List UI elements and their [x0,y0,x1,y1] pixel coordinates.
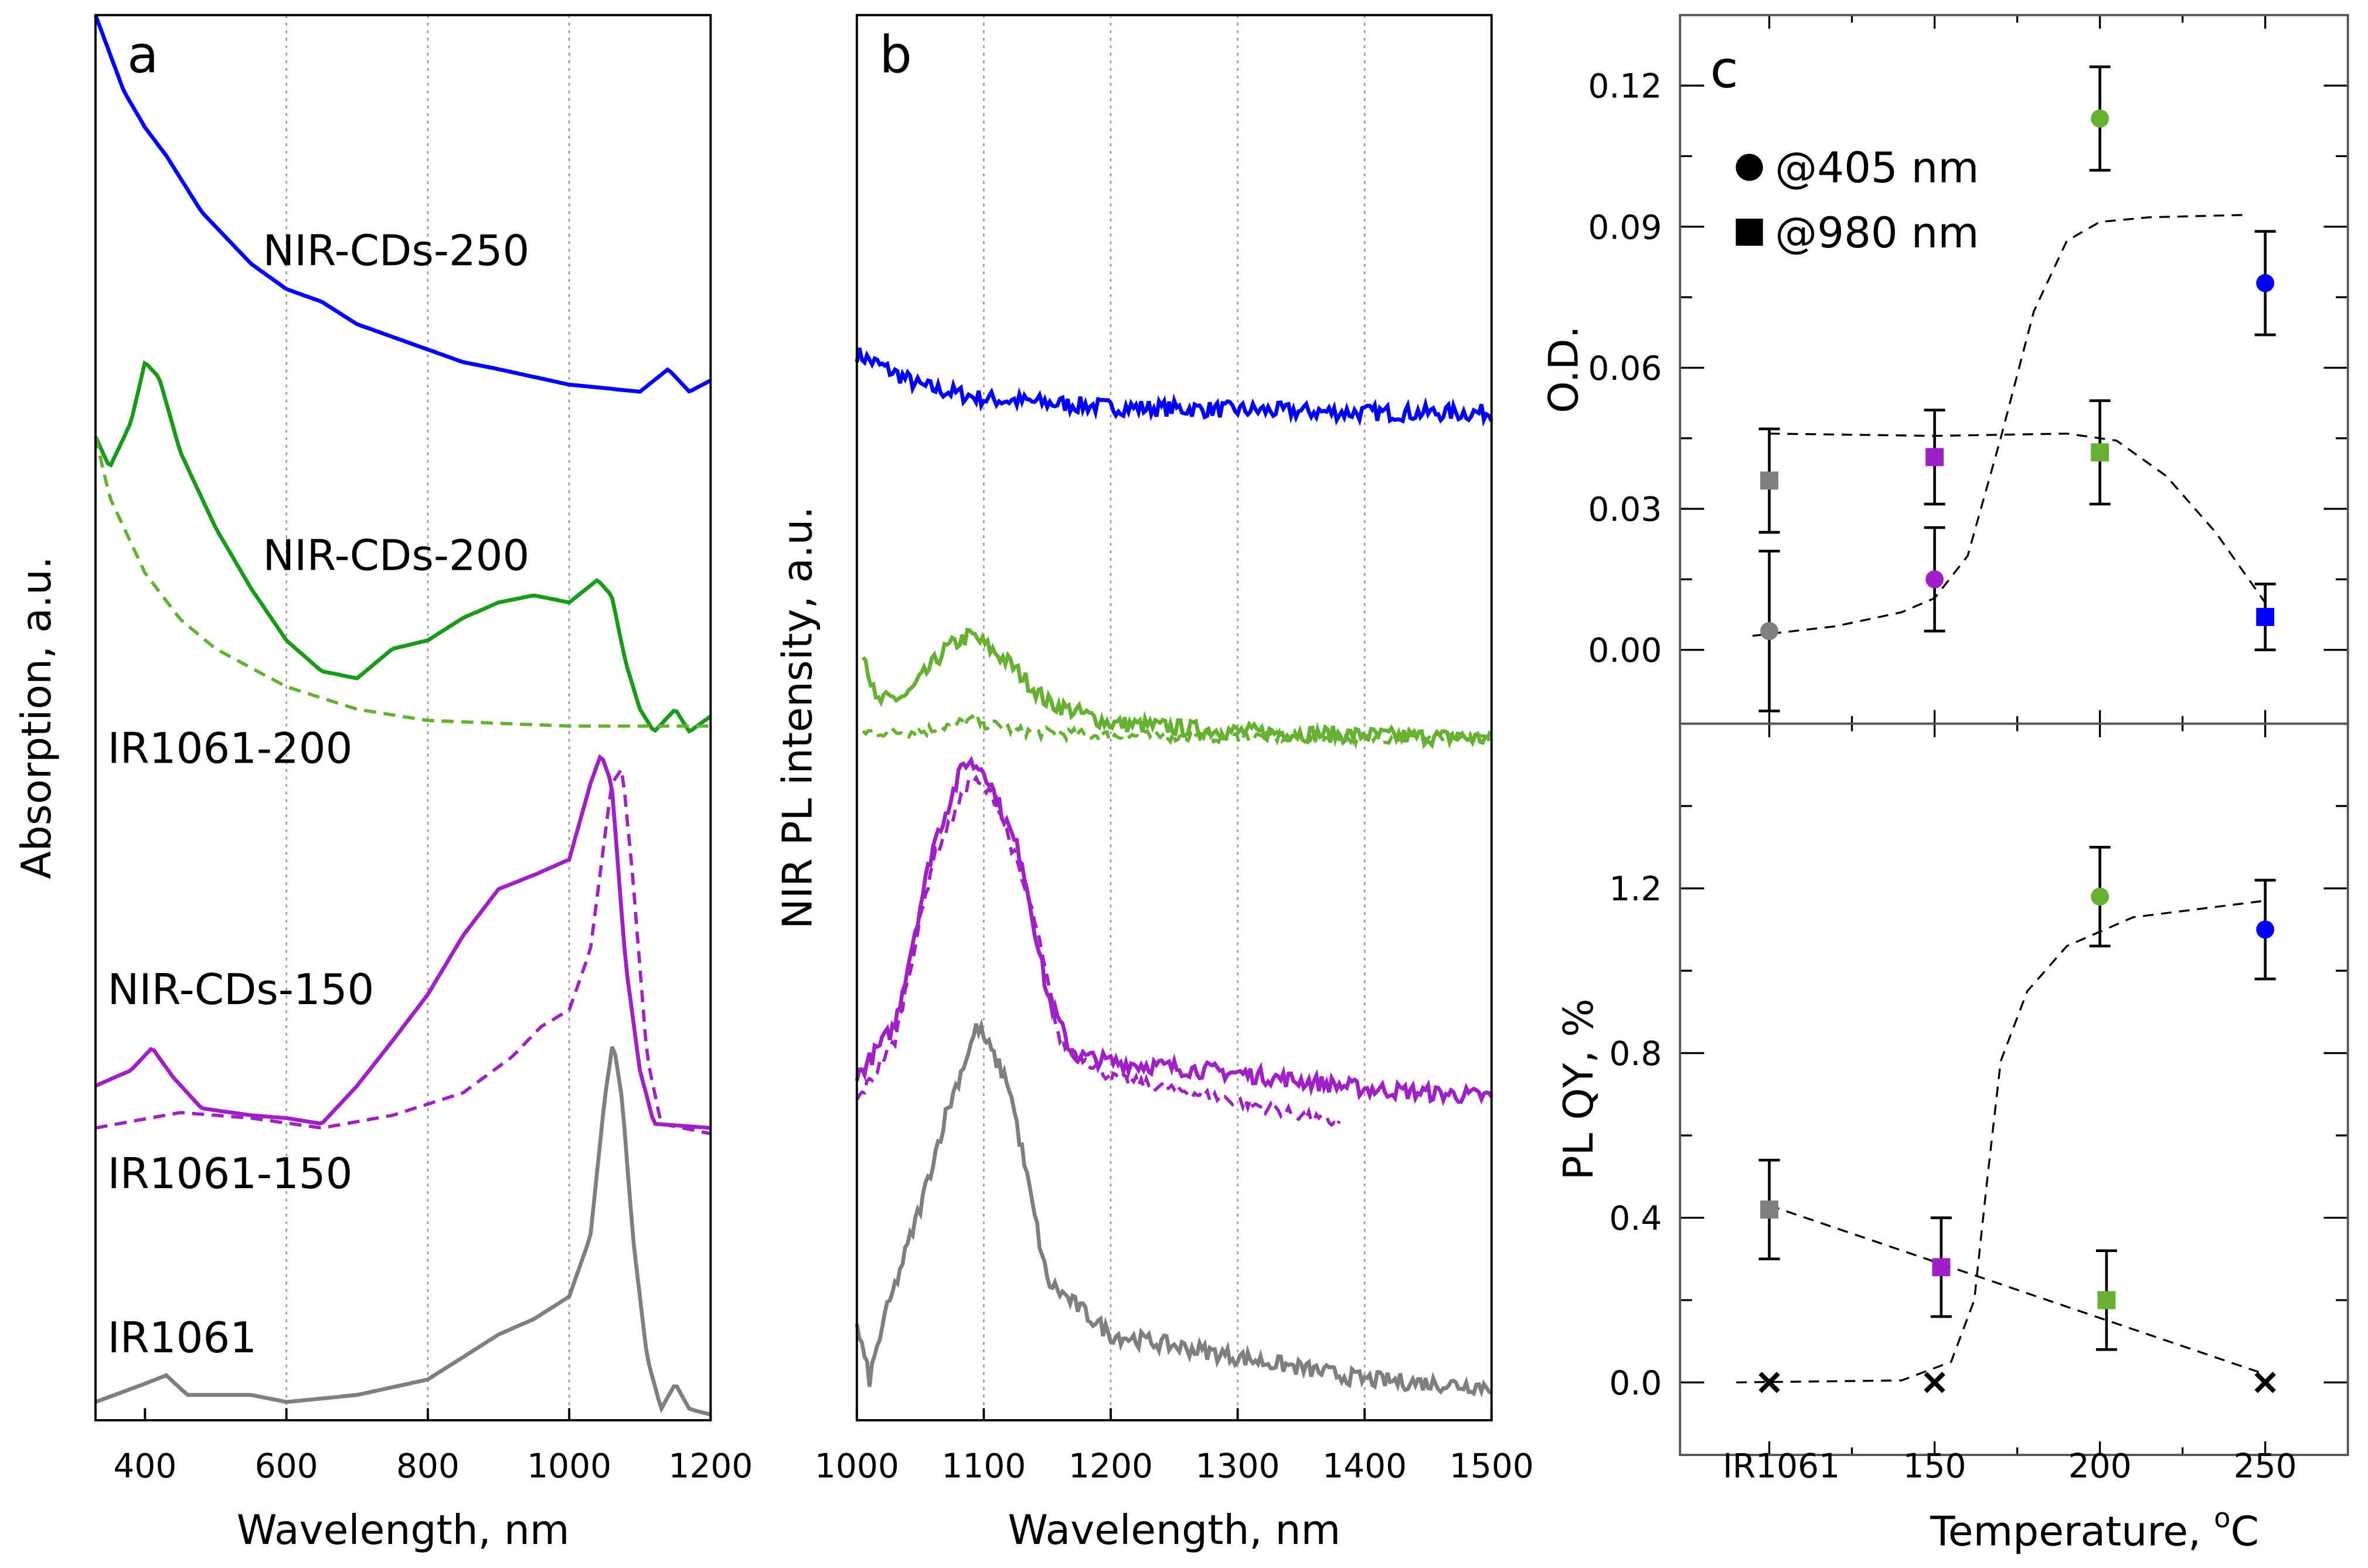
x-tick-label: 200 [2068,1447,2132,1486]
legend: @405 nm @980 nm [1736,143,1979,257]
circle-marker [1760,622,1778,641]
panel-label-c: c [1710,40,1738,100]
y-tick-label: 0.03 [1588,491,1662,529]
square-marker [1925,448,1944,467]
y-axis-label: Absorption, a.u. [13,556,60,879]
x-tick-label: 1200 [1069,1447,1153,1486]
circle-marker [2256,274,2275,292]
panel-b: 1000 1100 1200 1300 1400 1500 Wavelength, nm NI… [775,13,1534,1554]
fit-curve [1768,1204,2266,1376]
y-axis-label: PL QY, % [1556,998,1603,1180]
square-marker [2097,1291,2116,1309]
square-marker [2091,443,2110,462]
y-tick-label: 0.06 [1588,349,1662,388]
fit-curve [1753,213,2249,637]
panel-label-a: a [127,25,159,84]
legend-square-icon [1736,218,1763,246]
x-tick-label: 1500 [1450,1447,1534,1486]
y-tick-label: 0.8 [1609,1035,1662,1073]
legend-circle-icon [1736,154,1763,181]
series-line-nir-cds-250 [93,14,712,394]
panel-a: 400 600 800 1000 1200 Wavelength, nm Absorptio… [13,13,753,1554]
fit-curve [1736,899,2265,1384]
y-tick-label: 0.09 [1588,208,1662,247]
x-tick-label: 400 [113,1447,176,1486]
x-tick-label: 1000 [815,1447,899,1486]
series-annotation: IR1061 [108,1313,257,1362]
series-line-nir-cds-150 [94,754,711,1130]
series-line-nir-cds-200 [93,360,712,734]
x-tick-label: 250 [2234,1447,2297,1486]
y-axis-label: O.D. [1540,325,1587,413]
series-line-ir1061-200 [94,436,711,728]
panel-label-b: b [879,25,912,84]
series-line-ir1061 [855,1018,1493,1398]
series-line-ir1061-150 [855,774,1341,1130]
plot-frame [1679,13,2349,725]
y-tick-label: 0.0 [1609,1364,1662,1403]
square-marker [1760,1200,1778,1219]
panel-c: 0.00 0.03 0.06 0.09 0.12 O.D. 0.0 0.4 0.8 1.2 PL Q… [1540,13,2349,1556]
plot-frame [94,13,712,1421]
series-line-ir1061-150 [95,764,711,1135]
series-line-nir-cds-150 [855,756,1493,1107]
circle-marker [2256,920,2275,939]
fit-curve [1769,433,2267,604]
y-tick-label: 0.4 [1609,1199,1662,1238]
y-tick-label: 0.00 [1588,631,1662,670]
series-annotation: NIR-CDs-250 [263,226,529,275]
y-tick-label: 0.12 [1588,67,1662,106]
x-tick-label: 150 [1903,1447,1966,1486]
series-line-nir-cds-200 [861,627,1492,750]
x-tick-label: 1100 [941,1447,1026,1486]
circle-marker [2091,109,2110,128]
series-line-nir-cds-250 [855,347,1493,427]
circle-marker [1925,570,1944,589]
square-marker [1932,1258,1951,1277]
series-line-ir1061 [94,1046,712,1417]
series-annotation: IR1061-150 [108,1149,353,1198]
x-tick-label: 1000 [527,1447,611,1486]
y-tick-label: 1.2 [1609,870,1662,909]
subplot-plqy: 0.0 0.4 0.8 1.2 PL QY, % [1556,722,2349,1457]
x-tick-label: 600 [255,1447,318,1486]
square-marker [2256,608,2275,626]
x-tick-label: 800 [396,1447,460,1486]
x-tick-label: 1200 [668,1447,753,1486]
x-axis-label: Wavelength, nm [237,1507,570,1554]
x-tick-label: 1400 [1322,1447,1407,1486]
cross-marker [1758,1372,1780,1393]
x-axis-label: Temperature, oC [1930,1502,2259,1556]
legend-label: @405 nm [1775,143,1979,192]
legend-label: @980 nm [1775,208,1979,257]
subplot-od: 0.00 0.03 0.06 0.09 0.12 O.D. [1540,13,2349,725]
cross-marker [1924,1372,1945,1393]
square-marker [1760,471,1778,490]
series-annotation: IR1061-200 [108,723,353,773]
y-axis-label: NIR PL intensity, a.u. [775,506,822,929]
x-axis-label: Wavelength, nm [1008,1507,1340,1554]
plot-frame [855,13,1493,1421]
series-line-ir1061-200 [862,711,1492,750]
x-tick-label: IR1061 [1723,1447,1840,1486]
cross-marker [2254,1372,2276,1393]
series-annotation: NIR-CDs-150 [108,965,375,1014]
series-annotation: NIR-CDs-200 [263,530,529,580]
circle-marker [2091,887,2110,906]
plot-frame [1679,722,2349,1457]
x-tick-label: 1300 [1196,1447,1280,1486]
